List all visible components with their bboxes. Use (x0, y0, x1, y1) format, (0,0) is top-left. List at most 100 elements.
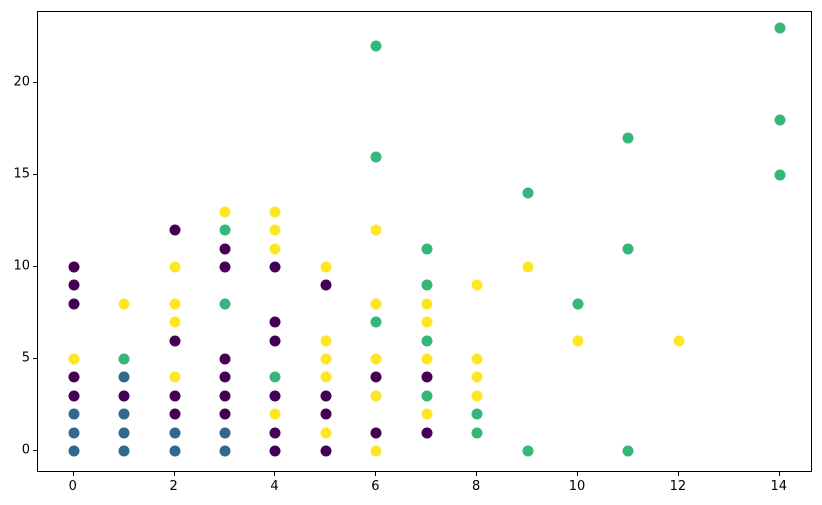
scatter-point-class-dark-purple (68, 371, 80, 383)
scatter-point-class-dark-purple (68, 298, 80, 310)
scatter-point-class-dark-purple (421, 371, 433, 383)
scatter-point-class-yellow (169, 316, 181, 328)
scatter-point-class-yellow (68, 353, 80, 365)
scatter-point-class-dark-purple (169, 335, 181, 347)
scatter-point-class-green (269, 371, 281, 383)
scatter-point-class-dark-purple (269, 390, 281, 402)
scatter-point-class-dark-purple (169, 224, 181, 236)
scatter-point-class-dark-purple (219, 353, 231, 365)
scatter-point-class-yellow (471, 279, 483, 291)
scatter-point-class-dark-purple (219, 261, 231, 273)
scatter-point-class-blue (118, 427, 130, 439)
plot-area (37, 11, 812, 472)
scatter-point-class-green (118, 353, 130, 365)
scatter-point-class-yellow (370, 445, 382, 457)
x-tick-label: 2 (169, 479, 178, 494)
x-tick-mark (677, 472, 679, 476)
scatter-point-class-dark-purple (68, 279, 80, 291)
scatter-point-class-dark-purple (320, 279, 332, 291)
scatter-point-class-yellow (320, 427, 332, 439)
x-tick-mark (778, 472, 780, 476)
scatter-point-class-yellow (118, 298, 130, 310)
scatter-point-class-yellow (320, 335, 332, 347)
scatter-point-class-yellow (522, 261, 534, 273)
scatter-point-class-yellow (673, 335, 685, 347)
scatter-point-class-yellow (269, 243, 281, 255)
scatter-point-class-green (572, 298, 584, 310)
x-tick-label: 6 (371, 479, 380, 494)
x-tick-label: 14 (770, 479, 787, 494)
scatter-point-class-green (622, 132, 634, 144)
y-tick-mark (33, 449, 37, 451)
y-tick-mark (33, 357, 37, 359)
scatter-point-class-green (370, 316, 382, 328)
scatter-point-class-green (219, 224, 231, 236)
y-tick-label: 5 (21, 350, 30, 366)
scatter-point-class-yellow (421, 408, 433, 420)
scatter-point-class-dark-purple (219, 408, 231, 420)
scatter-point-class-green (622, 445, 634, 457)
scatter-point-class-green (471, 427, 483, 439)
scatter-point-class-dark-purple (219, 243, 231, 255)
scatter-point-class-yellow (471, 371, 483, 383)
x-tick-mark (375, 472, 377, 476)
scatter-point-class-dark-purple (320, 390, 332, 402)
scatter-point-class-dark-purple (68, 390, 80, 402)
scatter-point-class-green (622, 243, 634, 255)
y-tick-mark (33, 82, 37, 84)
y-tick-mark (33, 174, 37, 176)
scatter-point-class-blue (219, 445, 231, 457)
scatter-point-class-dark-purple (219, 390, 231, 402)
scatter-point-class-yellow (269, 408, 281, 420)
scatter-point-class-dark-purple (269, 316, 281, 328)
scatter-point-class-green (421, 243, 433, 255)
scatter-point-class-blue (68, 427, 80, 439)
scatter-point-class-blue (219, 427, 231, 439)
scatter-point-class-blue (169, 427, 181, 439)
scatter-point-class-yellow (370, 353, 382, 365)
scatter-point-class-green (421, 390, 433, 402)
scatter-point-class-yellow (269, 206, 281, 218)
scatter-point-class-yellow (421, 353, 433, 365)
scatter-point-class-yellow (320, 371, 332, 383)
scatter-point-class-dark-purple (320, 445, 332, 457)
scatter-point-class-dark-purple (269, 427, 281, 439)
scatter-point-class-yellow (169, 298, 181, 310)
y-tick-label: 10 (13, 258, 30, 274)
scatter-point-class-dark-purple (320, 408, 332, 420)
scatter-point-class-yellow (471, 353, 483, 365)
x-tick-label: 12 (669, 479, 687, 494)
scatter-point-class-blue (118, 445, 130, 457)
x-tick-mark (72, 472, 74, 476)
scatter-point-class-yellow (269, 224, 281, 236)
scatter-point-class-green (471, 408, 483, 420)
scatter-point-class-blue (68, 445, 80, 457)
x-tick-mark (173, 472, 175, 476)
x-tick-mark (476, 472, 478, 476)
scatter-point-class-dark-purple (118, 390, 130, 402)
scatter-point-class-green (774, 22, 786, 34)
scatter-point-class-blue (118, 408, 130, 420)
scatter-point-class-green (774, 114, 786, 126)
scatter-point-class-yellow (169, 261, 181, 273)
scatter-point-class-yellow (370, 224, 382, 236)
scatter-point-class-yellow (370, 298, 382, 310)
scatter-point-class-blue (118, 371, 130, 383)
scatter-point-class-green (421, 279, 433, 291)
scatter-point-class-dark-purple (219, 371, 231, 383)
scatter-point-class-yellow (421, 316, 433, 328)
scatter-point-class-green (219, 298, 231, 310)
scatter-point-class-blue (169, 445, 181, 457)
scatter-point-class-green (370, 40, 382, 52)
scatter-point-class-yellow (320, 261, 332, 273)
y-tick-label: 15 (13, 166, 30, 182)
x-tick-label: 0 (68, 479, 77, 494)
scatter-point-class-green (774, 169, 786, 181)
scatter-point-class-yellow (572, 335, 584, 347)
scatter-point-class-yellow (421, 298, 433, 310)
scatter-point-class-dark-purple (169, 390, 181, 402)
scatter-point-class-yellow (370, 390, 382, 402)
scatter-point-class-dark-purple (370, 371, 382, 383)
y-tick-mark (33, 266, 37, 268)
